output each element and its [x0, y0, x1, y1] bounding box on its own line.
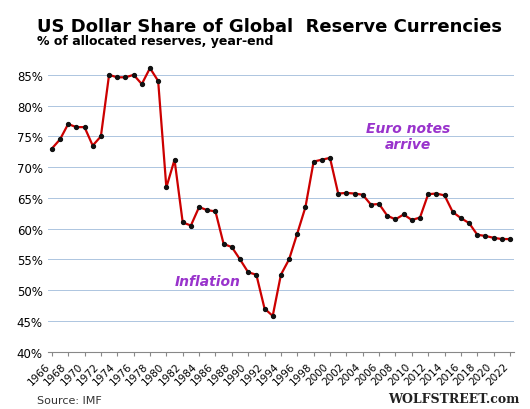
Text: Source: IMF: Source: IMF	[37, 395, 102, 405]
Text: WOLFSTREET.com: WOLFSTREET.com	[388, 392, 519, 405]
Text: Euro notes
arrive: Euro notes arrive	[366, 122, 450, 152]
Text: Inflation: Inflation	[174, 274, 240, 288]
Text: % of allocated reserves, year-end: % of allocated reserves, year-end	[37, 35, 273, 48]
Text: US Dollar Share of Global  Reserve Currencies: US Dollar Share of Global Reserve Curren…	[37, 18, 502, 36]
